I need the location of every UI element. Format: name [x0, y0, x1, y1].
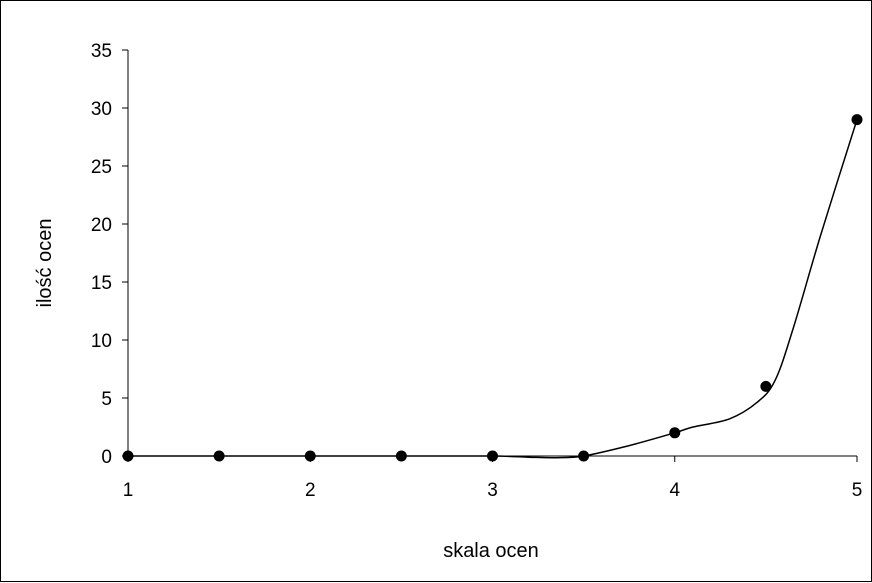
data-point — [669, 427, 681, 439]
data-point — [304, 450, 316, 462]
y-axis-label: ilość ocen — [34, 219, 56, 308]
y-tick-label: 30 — [91, 99, 112, 120]
data-points — [122, 114, 863, 462]
x-tick-label: 3 — [487, 480, 498, 501]
y-tick-label: 5 — [101, 389, 112, 410]
x-axis-label: skala ocen — [443, 540, 539, 562]
data-point — [213, 450, 225, 462]
axes — [122, 49, 858, 462]
data-point — [760, 380, 772, 392]
data-point — [487, 450, 498, 462]
y-tick-label: 20 — [91, 215, 112, 236]
y-tick-label: 15 — [91, 273, 112, 294]
x-tick-label: 2 — [305, 480, 316, 501]
y-tick-label: 10 — [91, 331, 112, 352]
data-point — [578, 450, 590, 462]
data-point — [122, 450, 134, 462]
x-tick-label: 5 — [852, 480, 863, 501]
y-tick-label: 0 — [101, 447, 112, 468]
x-tick-label: 1 — [123, 480, 134, 501]
x-tick-label: 4 — [669, 480, 680, 501]
trendline — [127, 119, 858, 459]
data-point — [395, 450, 407, 462]
y-tick-label: 25 — [91, 157, 112, 178]
data-point — [851, 114, 863, 126]
y-tick-label: 35 — [91, 41, 112, 62]
tick-labels: 0 5 10 15 20 25 30 35 1 2 3 4 5 — [91, 41, 862, 501]
